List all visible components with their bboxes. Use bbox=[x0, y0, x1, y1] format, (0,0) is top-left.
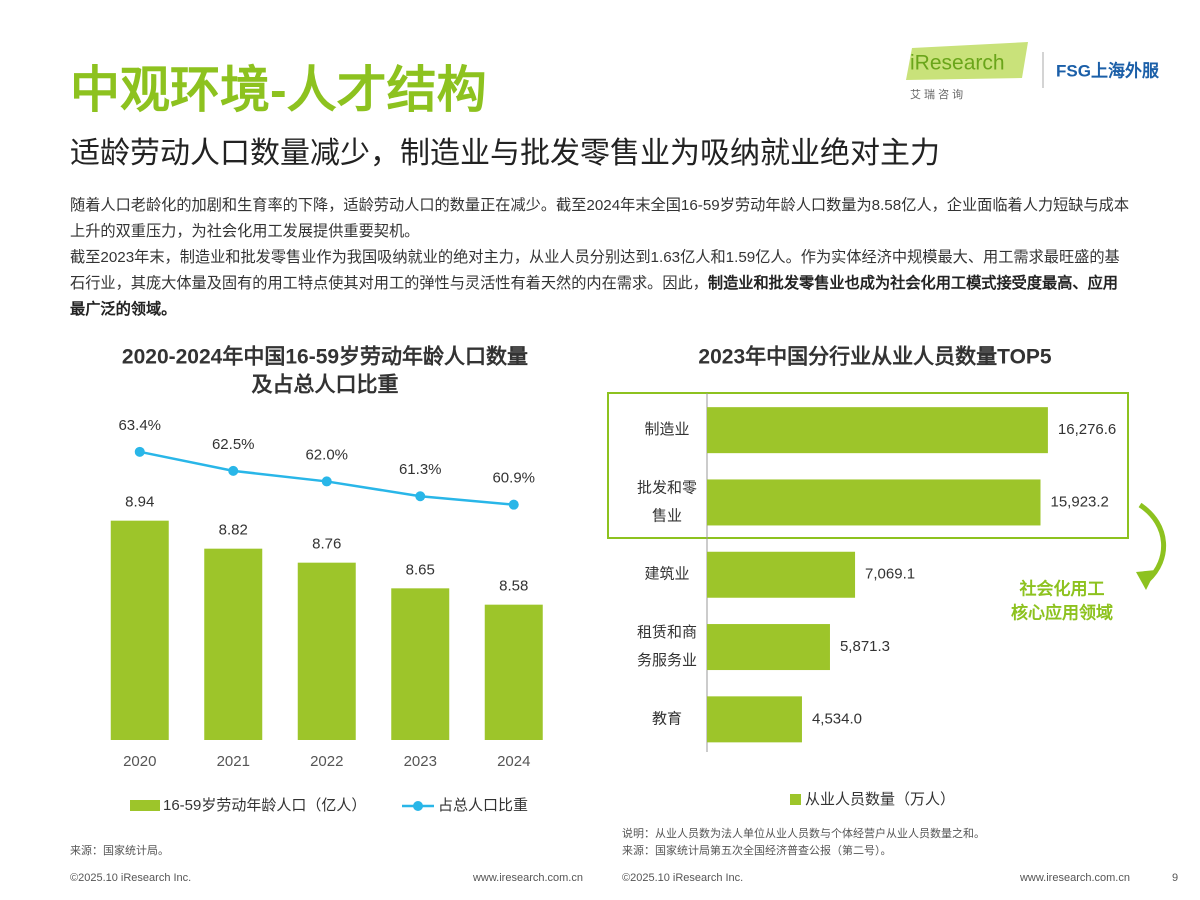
x-tick-label: 2023 bbox=[404, 753, 437, 770]
x-tick-label: 2021 bbox=[217, 753, 250, 770]
x-tick-label: 2022 bbox=[310, 753, 343, 770]
data-label: 62.5% bbox=[212, 436, 255, 453]
legend-swatch bbox=[130, 800, 160, 811]
line-marker bbox=[134, 446, 145, 457]
partner-logo: FSG上海外服 bbox=[1056, 60, 1160, 80]
data-label: 16,276.6 bbox=[1058, 421, 1116, 438]
chart-title: 2020-2024年中国16-59岁劳动年龄人口数量 bbox=[122, 345, 528, 369]
url: www.iresearch.com.cn bbox=[1019, 872, 1130, 884]
text: 随着人口老龄化的加剧和生育率的下降，适龄劳动人口的数量正在减少。截至2024年末… bbox=[70, 197, 1130, 240]
bar bbox=[707, 696, 802, 743]
copyright: ©2025.10 iResearch Inc. bbox=[70, 872, 191, 884]
legend-label: 从业人员数量（万人） bbox=[805, 791, 955, 808]
category-label: 教育 bbox=[652, 710, 682, 727]
data-label: 8.76 bbox=[312, 536, 341, 553]
highlight-box bbox=[607, 392, 1129, 539]
legend-marker bbox=[413, 801, 423, 811]
bar bbox=[707, 551, 856, 598]
paragraph: 截至2023年末，制造业和批发零售业作为我国吸纳就业的绝对主力，从业人员分别达到… bbox=[70, 245, 1132, 323]
line-marker bbox=[508, 499, 519, 510]
source: 来源：国家统计局。 bbox=[70, 843, 169, 857]
category-label: 建筑业 bbox=[644, 566, 689, 583]
x-tick-label: 2020 bbox=[123, 753, 156, 770]
chart-title: 2023年中国分行业从业人员数量TOP5 bbox=[698, 345, 1052, 369]
bar bbox=[707, 479, 1041, 526]
line-marker bbox=[321, 476, 332, 487]
note: 说明：从业人员数为法人单位从业人员数与个体经营户从业人员数量之和。 bbox=[622, 826, 985, 840]
data-label: 63.4% bbox=[118, 417, 161, 434]
data-label: 60.9% bbox=[492, 470, 535, 487]
url: www.iresearch.com.cn bbox=[472, 872, 583, 884]
chart-title: 及占总人口比重 bbox=[252, 373, 399, 397]
bar bbox=[707, 407, 1048, 454]
bar bbox=[707, 624, 830, 671]
bar bbox=[297, 562, 356, 740]
legend-label: 16-59岁劳动年龄人口（亿人） bbox=[163, 797, 366, 814]
data-label: 8.94 bbox=[125, 494, 154, 511]
arrow bbox=[1138, 502, 1167, 582]
bar bbox=[484, 604, 543, 740]
data-label: 4,534.0 bbox=[812, 710, 862, 727]
body-text: 随着人口老龄化的加剧和生育率的下降，适龄劳动人口的数量正在减少。截至2024年末… bbox=[70, 193, 1132, 323]
legend-swatch bbox=[790, 794, 801, 805]
arrow-head bbox=[1136, 570, 1156, 590]
note: 来源：国家统计局第五次全国经济普查公报（第二号）。 bbox=[622, 843, 892, 857]
paragraph: 随着人口老龄化的加剧和生育率的下降，适龄劳动人口的数量正在减少。截至2024年末… bbox=[70, 193, 1132, 245]
annotation: 社会化用工 bbox=[1019, 578, 1105, 598]
legend-label: 占总人口比重 bbox=[438, 797, 528, 814]
logo-shape bbox=[906, 42, 1028, 80]
page-number: 9 bbox=[1172, 872, 1178, 884]
line-marker bbox=[415, 491, 426, 502]
bar bbox=[391, 588, 450, 740]
data-label: 8.58 bbox=[499, 578, 528, 595]
bold-text: 制造业和批发零售业也成为社会化用工模式接受度最高、应用最广泛的领域。 bbox=[70, 275, 1118, 318]
bar bbox=[204, 548, 263, 740]
category-label: 制造业 bbox=[644, 421, 689, 438]
data-label: 7,069.1 bbox=[865, 566, 915, 583]
data-label: 61.3% bbox=[399, 461, 442, 478]
logo: iResearch bbox=[910, 52, 1005, 75]
logo-sub: 艾 瑞 咨 询 bbox=[910, 87, 963, 101]
data-label: 8.82 bbox=[219, 522, 248, 539]
data-label: 15,923.2 bbox=[1051, 493, 1109, 510]
line-marker bbox=[228, 465, 239, 476]
slide-title: 中观环境-人才结构 bbox=[70, 62, 487, 118]
annotation: 核心应用领域 bbox=[1011, 602, 1113, 622]
text: 截至2023年末，制造业和批发零售业作为我国吸纳就业的绝对主力，从业人员分别达到… bbox=[70, 249, 1120, 292]
data-label: 5,871.3 bbox=[840, 638, 890, 655]
category-label: 租赁和商务服务业 bbox=[637, 624, 697, 669]
copyright: ©2025.10 iResearch Inc. bbox=[622, 872, 743, 884]
slide-subtitle: 适龄劳动人口数量减少，制造业与批发零售业为吸纳就业绝对主力 bbox=[70, 137, 940, 170]
data-label: 62.0% bbox=[305, 446, 348, 463]
data-label: 8.65 bbox=[406, 561, 435, 578]
x-tick-label: 2024 bbox=[497, 753, 530, 770]
bar bbox=[110, 520, 169, 740]
category-label: 批发和零售业 bbox=[637, 479, 697, 524]
